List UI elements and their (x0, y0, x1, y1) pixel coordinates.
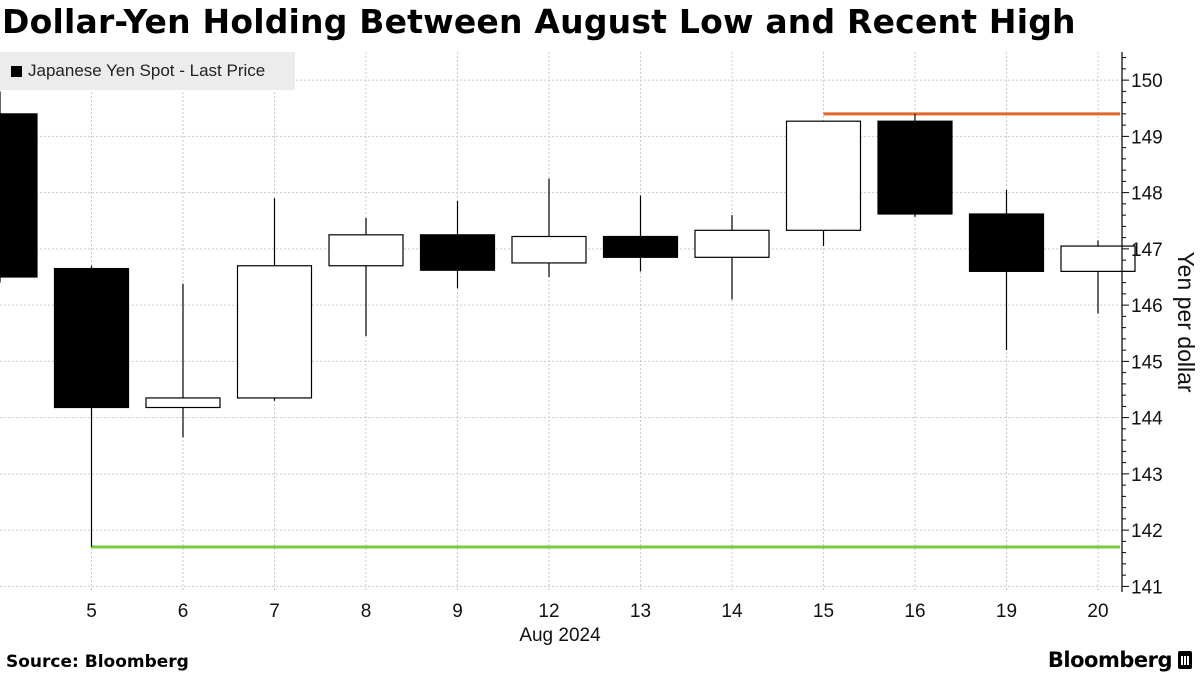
x-tick-label: 5 (86, 601, 97, 622)
candle (145, 283, 221, 438)
legend-label: Japanese Yen Spot - Last Price (28, 61, 266, 80)
x-tick-label: 14 (721, 601, 743, 622)
candle-body (1060, 245, 1136, 272)
source-note: Source: Bloomberg (6, 652, 189, 672)
x-tick-label: 7 (269, 601, 280, 622)
brand-name: Bloomberg (1047, 648, 1173, 672)
candle-body (236, 265, 313, 399)
y-tick-label: 144 (1131, 409, 1163, 430)
candle (694, 215, 770, 300)
y-tick-label: 143 (1131, 465, 1163, 486)
x-tick-label: 9 (452, 601, 463, 622)
legend-swatch (11, 65, 22, 77)
y-tick-label: 150 (1131, 71, 1163, 92)
candle-body (328, 234, 404, 267)
candle (1060, 240, 1136, 314)
y-tick-label: 146 (1131, 296, 1163, 317)
brand-logo: Bloomberg (1048, 648, 1192, 672)
x-tick-label: 19 (996, 601, 1017, 622)
candle-body (877, 120, 953, 215)
candle-body (968, 213, 1045, 272)
candle (0, 91, 38, 283)
candle (785, 120, 862, 247)
legend: Japanese Yen Spot - Last Price (0, 52, 295, 90)
candle-body (694, 229, 770, 258)
y-tick-label: 142 (1131, 521, 1163, 542)
candle (53, 265, 130, 547)
candle (511, 178, 587, 277)
candle (968, 189, 1045, 351)
candle-body (53, 267, 130, 409)
y-axis: 141 142 143 144 145 146 147 148 149 150 Yen per do… (1121, 52, 1199, 598)
candle (236, 198, 313, 401)
candle (877, 113, 953, 217)
candle (419, 201, 496, 289)
candle (328, 217, 404, 337)
y-tick-label: 145 (1131, 352, 1163, 373)
candlestick-series (0, 91, 1136, 547)
x-tick-label: 8 (361, 601, 372, 622)
x-tick-label: 6 (178, 601, 189, 622)
x-tick-label: 20 (1087, 601, 1108, 622)
y-tick-label: 149 (1131, 127, 1163, 148)
candle-body (602, 235, 679, 258)
candle-body (785, 120, 862, 231)
y-tick-label: 141 (1131, 577, 1163, 598)
candle (602, 195, 679, 272)
candle-body (419, 234, 496, 271)
bloomberg-icon (1178, 651, 1192, 669)
chart-title: Dollar-Yen Holding Between August Low an… (2, 2, 1076, 41)
x-axis-month-label: Aug 2024 (519, 625, 601, 646)
candle-body (511, 235, 587, 264)
candle-body (145, 397, 221, 409)
x-tick-label: 16 (904, 601, 925, 622)
y-tick-label: 148 (1131, 184, 1163, 205)
reference-lines (91, 112, 1120, 549)
x-tick-label: 15 (813, 601, 834, 622)
y-axis-title: Yen per dollar (1173, 251, 1199, 392)
x-tick-label: 12 (538, 601, 559, 622)
x-axis: 5 6 7 8 9 12 13 14 15 16 19 20 Aug 2024 (86, 601, 1108, 646)
y-tick-label: 147 (1131, 240, 1163, 261)
x-tick-label: 13 (630, 601, 651, 622)
candle-body (0, 113, 38, 278)
